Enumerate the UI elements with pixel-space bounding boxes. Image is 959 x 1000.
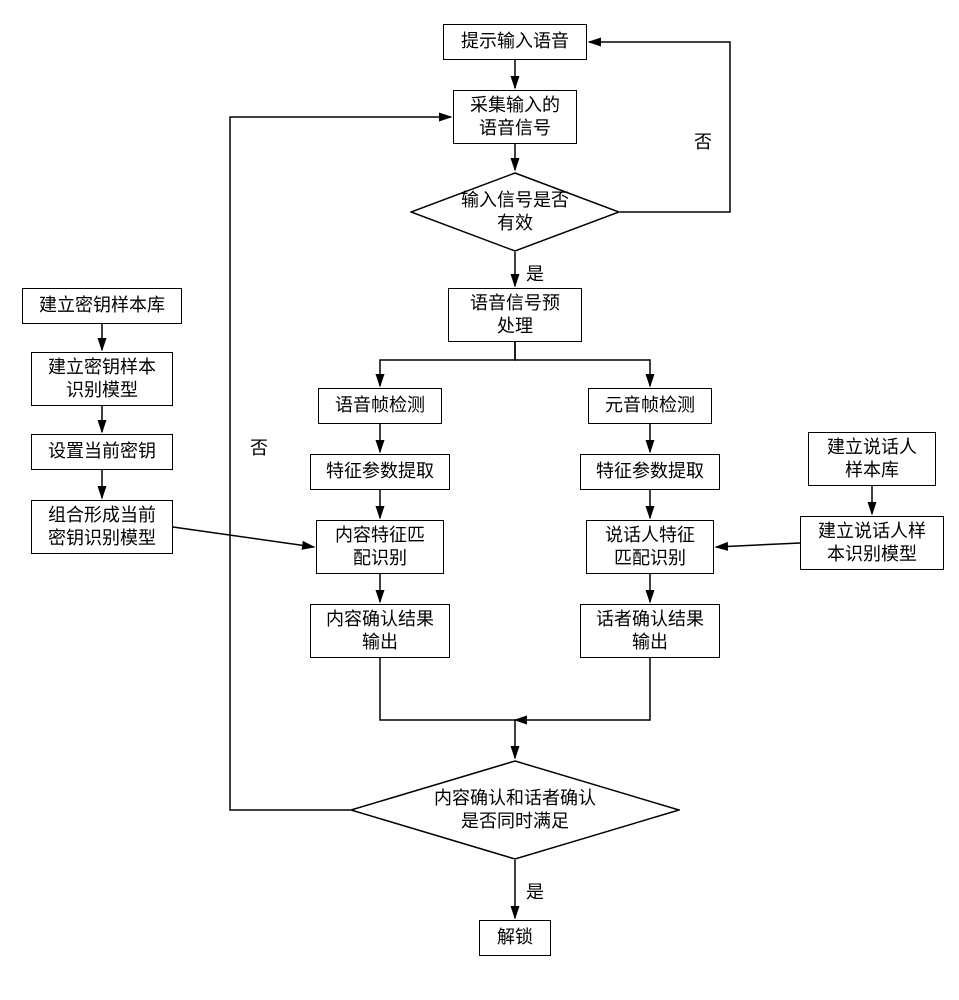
- edge-label-yes-1: 是: [524, 260, 546, 286]
- node-voice-preprocess: 语音信号预处理: [448, 288, 582, 342]
- node-content-result-output: 内容确认结果输出: [310, 604, 450, 658]
- node-build-key-sample-model: 建立密钥样本识别模型: [31, 352, 173, 406]
- node-content-match: 内容特征匹配识别: [316, 520, 444, 574]
- node-speaker-match: 说话人特征匹配识别: [586, 520, 714, 574]
- node-feature-extract-right: 特征参数提取: [580, 454, 720, 490]
- node-prompt-input-voice: 提示输入语音: [443, 24, 587, 60]
- decision-both-confirmed-label: 内容确认和话者确认是否同时满足: [434, 787, 596, 834]
- node-combine-key-model: 组合形成当前密钥识别模型: [31, 500, 173, 554]
- edge-label-no-1: 否: [692, 128, 714, 154]
- node-build-speaker-sample-lib: 建立说话人样本库: [808, 432, 936, 486]
- node-feature-extract-left: 特征参数提取: [310, 454, 450, 490]
- node-collect-voice-signal: 采集输入的语音信号: [453, 90, 577, 144]
- edge-label-yes-2: 是: [524, 878, 546, 904]
- edge-label-no-2: 否: [248, 434, 270, 460]
- node-voice-frame-detect: 语音帧检测: [318, 388, 442, 424]
- decision-input-valid-label: 输入信号是否有效: [461, 189, 569, 236]
- node-set-current-key: 设置当前密钥: [31, 434, 173, 470]
- node-vowel-frame-detect: 元音帧检测: [588, 388, 712, 424]
- decision-input-valid: 输入信号是否有效: [410, 172, 620, 252]
- node-speaker-result-output: 话者确认结果输出: [580, 604, 720, 658]
- decision-both-confirmed: 内容确认和话者确认是否同时满足: [350, 760, 680, 860]
- node-build-speaker-model: 建立说话人样本识别模型: [800, 516, 944, 570]
- node-build-key-sample-lib: 建立密钥样本库: [22, 288, 182, 324]
- node-unlock: 解锁: [479, 920, 551, 956]
